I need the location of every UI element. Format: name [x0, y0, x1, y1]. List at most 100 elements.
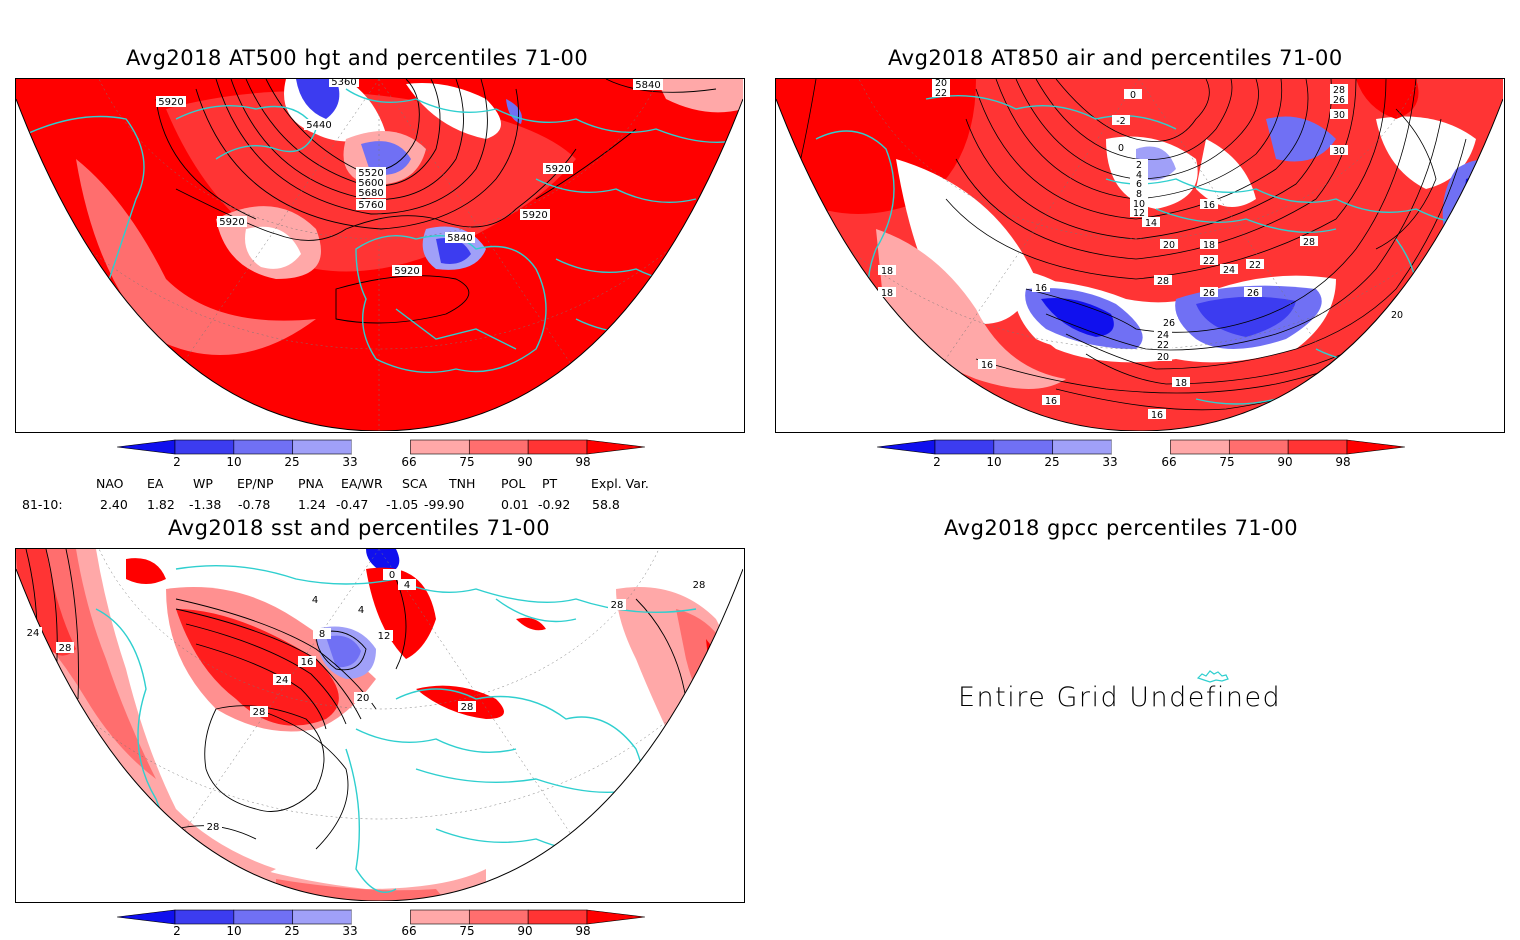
colorbar-segment: [993, 439, 1054, 455]
index-header: WP: [193, 476, 213, 491]
colorbar-tick: 33: [1102, 455, 1118, 469]
contour-label: 8: [1136, 189, 1142, 200]
sst-map: 24 28 8 4 4 0 4 12 16 24 20 28 28 28 28 …: [15, 548, 745, 903]
contour-label: 10: [1133, 199, 1145, 210]
contour-label: 28: [207, 822, 220, 833]
gpcc-title: Avg2018 gpcc percentiles 71-00: [944, 516, 1299, 540]
index-value: -0.78: [238, 497, 271, 512]
contour-label: 5520: [358, 168, 383, 179]
colorbar-tick: 66: [401, 924, 417, 938]
contour-label: 18: [881, 288, 893, 299]
contour-label: 6: [1136, 179, 1142, 190]
contour-label: 2: [1136, 160, 1142, 171]
contour-label: 16: [1045, 396, 1057, 407]
index-value: -0.47: [336, 497, 369, 512]
contour-label: 0: [389, 570, 395, 581]
index-value: 1.24: [298, 497, 326, 512]
contour-label: 4: [404, 580, 410, 591]
colorbar-segment: [1228, 439, 1289, 455]
contour-label: 28: [1303, 237, 1315, 248]
contour-label: 5920: [545, 164, 570, 175]
contour-label: 16: [981, 360, 993, 371]
colorbar-segment: [1170, 439, 1230, 455]
colorbar-tick: 75: [459, 924, 475, 938]
contour-label: 16: [1035, 283, 1047, 294]
contour-label: 14: [1145, 218, 1157, 229]
air850-map: 20 22 0 -2 0 2 4 6 8 10 12 14 16 20 18 2…: [775, 78, 1505, 433]
sst-title: Avg2018 sst and percentiles 71-00: [168, 516, 551, 540]
contour-label: 16: [1203, 200, 1215, 211]
air850-title: Avg2018 AT850 air and percentiles 71-00: [888, 46, 1343, 70]
hgt500-map: 5360 5920 5440 5520 5600 5680 5760 5840 …: [15, 78, 745, 433]
map-fragment-icon: [1196, 670, 1229, 683]
index-value: 0.01: [501, 497, 529, 512]
contour-label: 20: [1391, 310, 1403, 321]
colorbar-bottom-left: 2 10 25 33 66 75 90 98: [116, 909, 646, 939]
contour-label: 24: [1157, 330, 1169, 341]
contour-label: 28: [253, 707, 266, 718]
contour-label: 20: [357, 693, 370, 704]
contour-label: 5920: [219, 217, 244, 228]
contour-label: 16: [1151, 410, 1163, 421]
contour-label: 20: [1157, 352, 1169, 363]
colorbar-tick: 2: [173, 455, 181, 469]
contour-label: 18: [1175, 378, 1187, 389]
colorbar-tick: 10: [986, 455, 1002, 469]
contour-label: 0: [1118, 143, 1124, 154]
contour-label: 28: [1157, 276, 1169, 287]
index-value: -1.38: [189, 497, 222, 512]
colorbar-tick: 2: [173, 924, 181, 938]
contour-label: 26: [1333, 95, 1345, 106]
colorbar-tick: 90: [517, 924, 533, 938]
index-header: EA/WR: [341, 476, 383, 491]
colorbar-segment: [116, 909, 176, 925]
index-value: 1.82: [147, 497, 175, 512]
colorbar-segment: [527, 909, 588, 925]
contour-label: 4: [312, 595, 318, 606]
contour-label: 5920: [158, 97, 183, 108]
contour-label: 12: [1133, 208, 1145, 219]
index-value: -99.90: [424, 497, 465, 512]
index-header: EP/NP: [237, 476, 274, 491]
colorbar-tick: 33: [342, 455, 358, 469]
colorbar-segment: [351, 440, 411, 454]
contour-label: -2: [1116, 116, 1125, 127]
colorbar-segment: [1287, 439, 1348, 455]
contour-label: 30: [1333, 110, 1345, 121]
contour-label: 5760: [358, 200, 383, 211]
contour-label: 5440: [306, 120, 331, 131]
colorbar-tick: 2: [933, 455, 941, 469]
index-value: -1.05: [386, 497, 419, 512]
colorbar-tick: 90: [1277, 455, 1293, 469]
colorbar-segment: [410, 439, 470, 455]
colorbar-segment: [292, 909, 352, 925]
colorbar-segment: [934, 439, 995, 455]
colorbar-segment: [174, 909, 235, 925]
contour-label: 5920: [394, 266, 419, 277]
contour-label: 12: [378, 631, 391, 642]
colorbar-segment: [233, 909, 294, 925]
index-header: EA: [147, 476, 164, 491]
index-value: 2.40: [100, 497, 128, 512]
contour-label: 28: [59, 643, 72, 654]
colorbar-tick: 66: [1161, 455, 1177, 469]
contour-label: 18: [1203, 240, 1215, 251]
colorbar-segment: [174, 439, 235, 455]
colorbar-segment: [1052, 439, 1112, 455]
contour-label: 22: [1249, 260, 1261, 271]
index-header: POL: [501, 476, 526, 491]
contour-label: 28: [461, 702, 474, 713]
contour-label: 20: [935, 79, 947, 89]
contour-label: 18: [881, 266, 893, 277]
contour-label: 28: [1333, 85, 1345, 96]
index-header: Expl. Var.: [591, 476, 649, 491]
contour-label: 5680: [358, 188, 383, 199]
contour-label: 28: [693, 580, 706, 591]
undefined-grid-message: Entire Grid Undefined: [958, 682, 1282, 713]
colorbar-segment: [351, 910, 411, 924]
index-header: SCA: [402, 476, 428, 491]
contour-label: 5840: [447, 233, 472, 244]
colorbar-segment: [292, 439, 352, 455]
colorbar-tick: 25: [284, 924, 300, 938]
contour-label: 26: [1203, 288, 1215, 299]
